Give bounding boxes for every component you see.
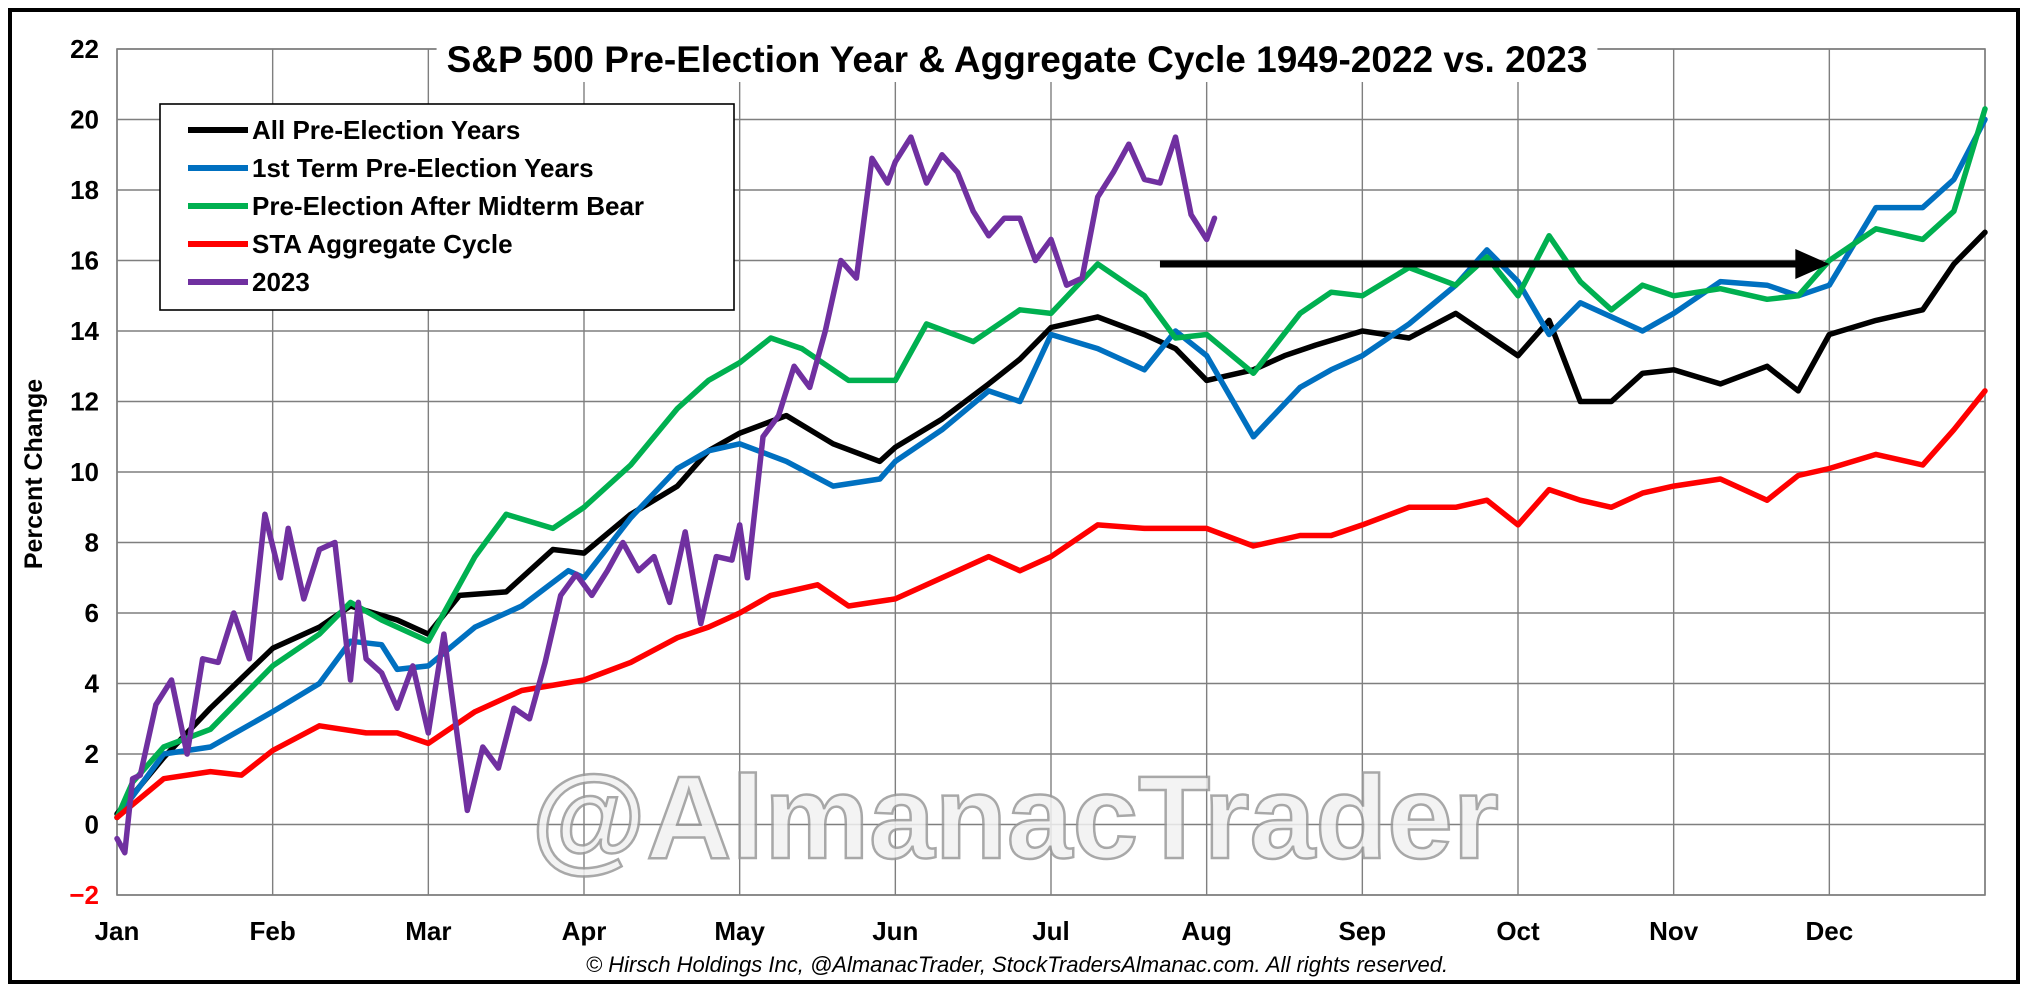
legend-label: Pre-Election After Midterm Bear (252, 191, 644, 221)
chart-frame (8, 8, 2020, 984)
title-background (436, 37, 1598, 82)
x-tick-labels: Jan Feb Mar Apr May Jun Jul Aug Sep Oct Nov Dec (95, 916, 1854, 946)
y-tick-label: 12 (70, 387, 99, 417)
copyright-footer: © Hirsch Holdings Inc, @AlmanacTrader, S… (586, 952, 1448, 977)
series-line-2 (114, 106, 1988, 821)
x-tick-label: Sep (1338, 916, 1386, 946)
legend-box (159, 103, 735, 311)
legend-label: All Pre-Election Years (252, 115, 520, 145)
series-line-4 (114, 134, 1218, 856)
x-tick-label: Dec (1805, 916, 1853, 946)
x-tick-label: Feb (250, 916, 296, 946)
y-tick-label: 10 (70, 457, 99, 487)
series-lines (114, 106, 1988, 856)
y-tick-label: 0 (85, 810, 99, 840)
y-tick-label: 20 (70, 105, 99, 135)
series-line-3 (114, 388, 1988, 821)
x-tick-label: Mar (405, 916, 451, 946)
watermark: @AlmanacTrader (530, 751, 1500, 886)
x-tick-label: Jun (872, 916, 918, 946)
y-tick-label: 6 (85, 598, 99, 628)
x-tick-label: Oct (1496, 916, 1540, 946)
trend-arrow (1159, 249, 1830, 280)
watermark-text: @AlmanacTrader (531, 752, 1499, 884)
y-tick-label: 22 (70, 34, 99, 64)
arrow-head (1795, 249, 1830, 280)
x-tick-label: Nov (1649, 916, 1699, 946)
y-tick-label: 14 (70, 316, 99, 346)
x-tick-label: Jan (95, 916, 140, 946)
series-line-0 (114, 229, 1988, 817)
y-tick-label: 2 (85, 739, 99, 769)
y-tick-labels: −2 0 2 4 6 8 10 12 14 16 18 20 22 (69, 34, 99, 910)
y-tick-label: 16 (70, 246, 99, 276)
y-tick-label: 8 (85, 528, 99, 558)
chart-title: S&P 500 Pre-Election Year & Aggregate Cy… (447, 39, 1588, 80)
series-line-1 (114, 116, 1988, 821)
y-axis-label: Percent Change (20, 379, 48, 569)
x-tick-label: Apr (562, 916, 607, 946)
y-tick-label: −2 (69, 880, 99, 910)
legend-label: STA Aggregate Cycle (252, 229, 513, 259)
x-tick-label: Jul (1032, 916, 1070, 946)
y-tick-label: 4 (85, 669, 100, 699)
x-tick-label: May (714, 916, 765, 946)
y-tick-label: 18 (70, 175, 99, 205)
legend-label: 2023 (252, 267, 310, 297)
legend: All Pre-Election Years 1st Term Pre-Elect… (159, 103, 735, 311)
x-tick-label: Aug (1181, 916, 1232, 946)
legend-label: 1st Term Pre-Election Years (252, 153, 594, 183)
